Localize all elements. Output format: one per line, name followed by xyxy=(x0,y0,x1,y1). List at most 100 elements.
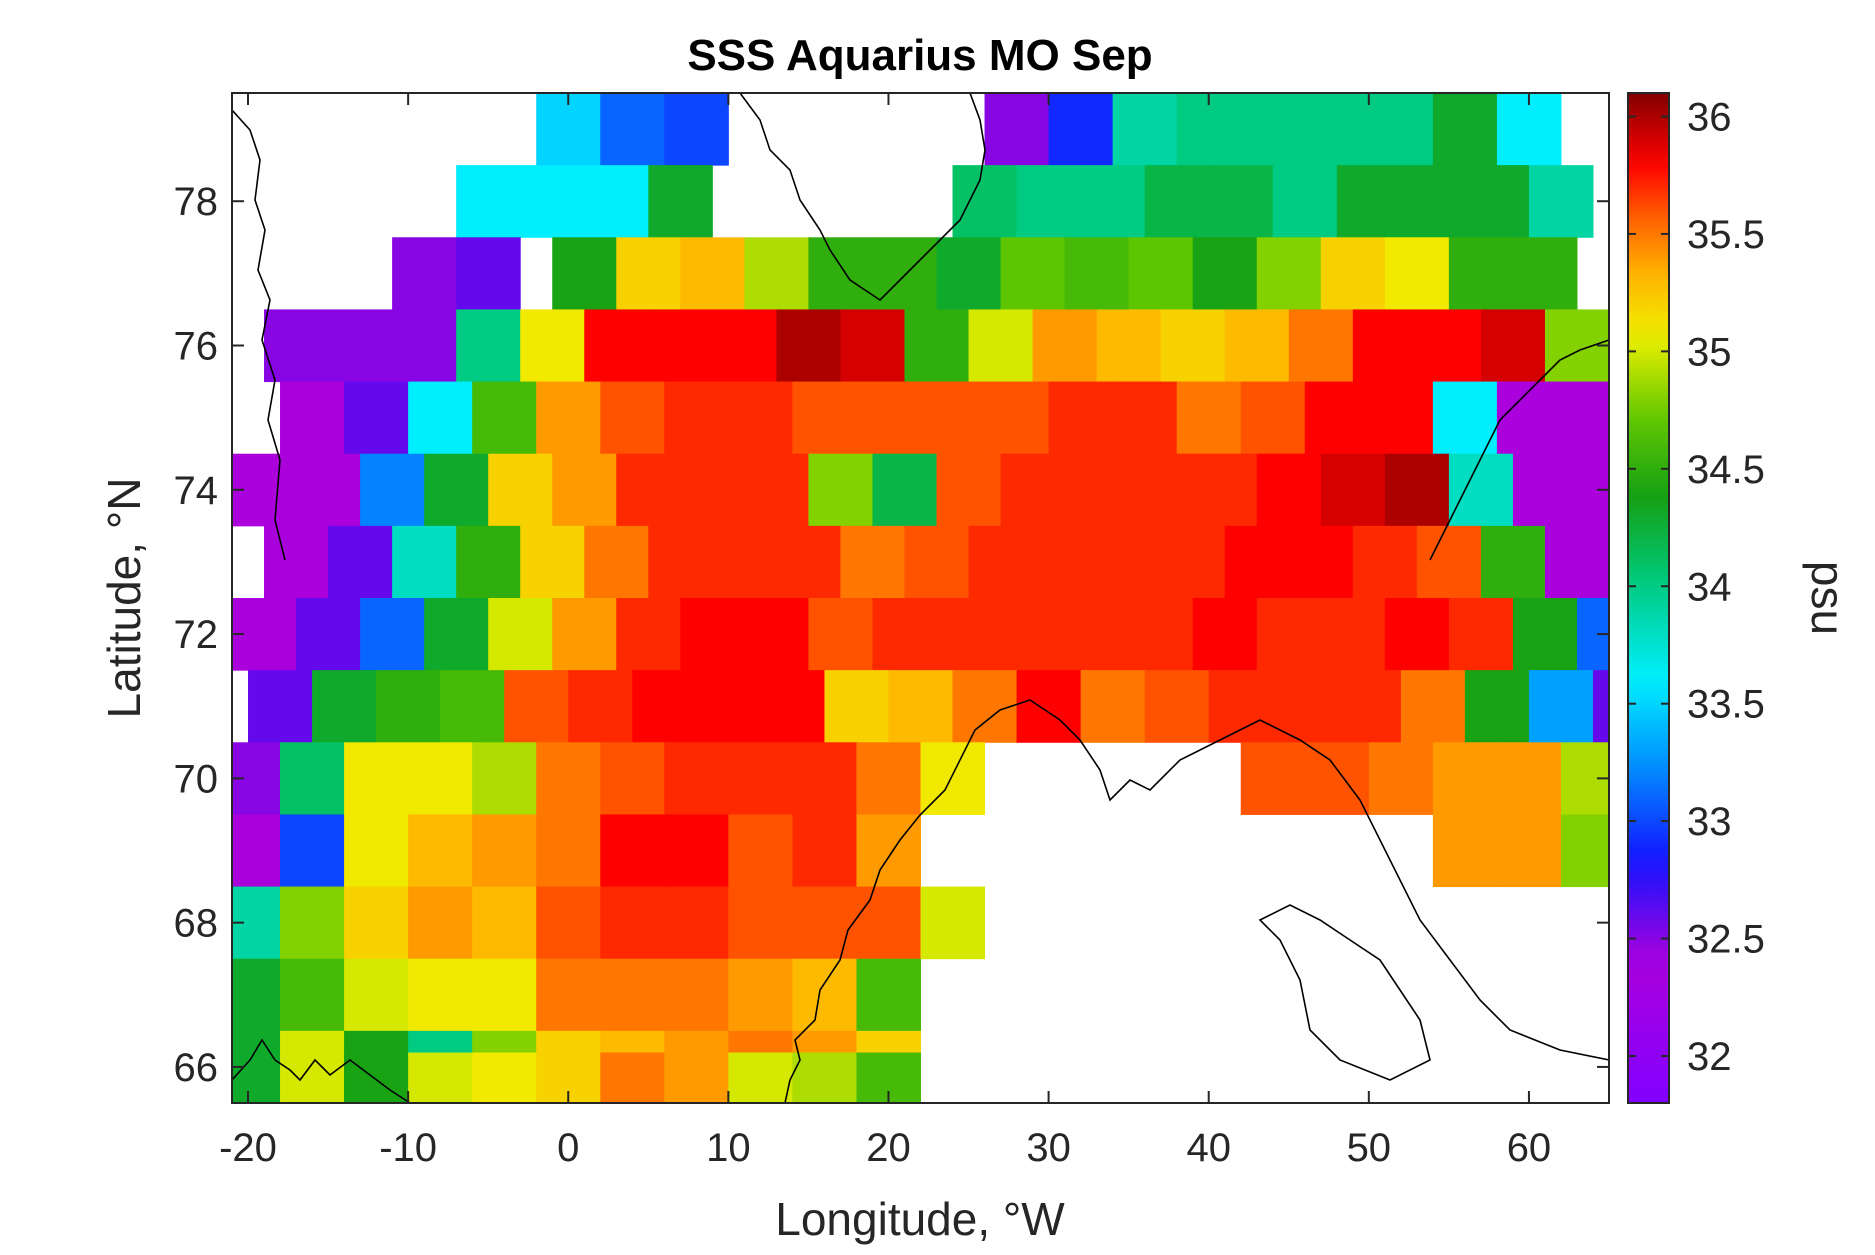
heatmap-cell xyxy=(792,381,857,455)
heatmap-cell xyxy=(1288,525,1354,599)
heatmap-cell xyxy=(408,958,473,1032)
y-tick-label: 70 xyxy=(174,757,219,801)
chart-title: SSS Aquarius MO Sep xyxy=(687,31,1152,80)
heatmap-cell xyxy=(1432,814,1498,888)
heatmap-cell xyxy=(344,958,409,1032)
heatmap-cell xyxy=(552,237,617,310)
heatmap-cell xyxy=(600,742,665,815)
heatmap-cell xyxy=(792,958,857,1032)
x-tick-label: 50 xyxy=(1347,1126,1392,1170)
heatmap-cell xyxy=(1384,453,1450,527)
heatmap-cell xyxy=(1464,165,1530,238)
heatmap-cell xyxy=(1416,525,1482,599)
svalbard-coastline xyxy=(739,93,986,302)
colorbar-tick-label: 36 xyxy=(1687,95,1732,139)
heatmap-cell xyxy=(808,453,873,527)
heatmap-cell xyxy=(872,598,938,671)
heatmap-cell xyxy=(264,309,329,383)
heatmap-cell xyxy=(1448,598,1514,671)
heatmap-cell xyxy=(856,1052,921,1103)
heatmap-cell xyxy=(1272,670,1338,743)
heatmap-cell xyxy=(792,1052,857,1103)
heatmap-cell xyxy=(1128,598,1194,671)
heatmap-cell xyxy=(536,93,601,166)
colorbar-tick-label: 32 xyxy=(1687,1035,1732,1079)
coastlines xyxy=(232,93,1609,1103)
heatmap-cell xyxy=(760,670,825,743)
colorbar-label: psu xyxy=(1802,561,1854,635)
heatmap-cell xyxy=(1080,670,1146,743)
heatmap-cell xyxy=(856,886,921,960)
heatmap-cell xyxy=(1304,742,1370,815)
heatmap-cell xyxy=(744,598,809,671)
heatmap-cell xyxy=(1192,453,1258,527)
heatmap-cell xyxy=(280,1030,345,1103)
heatmap-cell xyxy=(392,237,457,310)
heatmap-cell xyxy=(344,886,409,960)
y-axis-ticks: 66 68 70 72 74 76 78 xyxy=(174,180,1609,1090)
heatmap-cell xyxy=(936,598,1002,671)
heatmap-cell xyxy=(1000,237,1066,310)
x-axis-ticks: -20 -10 0 10 20 30 40 50 60 xyxy=(219,93,1551,1170)
heatmap-cell xyxy=(840,525,905,599)
heatmap-cell xyxy=(392,309,457,383)
heatmap-cell xyxy=(408,1052,473,1103)
x-tick-label: 10 xyxy=(706,1126,751,1170)
heatmap-cell xyxy=(360,453,425,527)
heatmap-cell xyxy=(664,886,729,960)
heatmap-cell xyxy=(280,742,345,815)
heatmap-cell xyxy=(664,742,729,815)
heatmap-cell xyxy=(344,381,409,455)
heatmap-cell xyxy=(1320,598,1386,671)
heatmap-cell xyxy=(472,381,537,455)
heatmap-cell xyxy=(1528,670,1594,743)
heatmap-cell xyxy=(600,886,665,960)
x-axis-label: Longitude, °W xyxy=(775,1193,1065,1245)
heatmap-cell xyxy=(792,814,857,888)
heatmap-cell xyxy=(1144,165,1210,238)
colorbar-tick-label: 33.5 xyxy=(1687,683,1765,727)
heatmap-cell xyxy=(424,598,489,671)
heatmap-cell xyxy=(552,453,617,527)
heatmap-cell xyxy=(1432,742,1498,815)
colorbar-tick-label: 32.5 xyxy=(1687,918,1765,962)
heatmap-cell xyxy=(1240,742,1306,815)
heatmap-cell xyxy=(1240,93,1306,166)
heatmap-cell xyxy=(648,309,713,383)
heatmap-cell xyxy=(952,670,1018,743)
heatmap-cell xyxy=(536,381,601,455)
heatmap-cell xyxy=(1512,598,1578,671)
heatmap-cell xyxy=(648,165,713,238)
heatmap-cell xyxy=(1112,93,1178,166)
y-tick-label: 76 xyxy=(174,325,219,369)
heatmap-cell xyxy=(1208,165,1274,238)
heatmap-cell xyxy=(792,886,857,960)
heatmap-cell xyxy=(664,381,729,455)
heatmap-cell xyxy=(1560,742,1609,815)
colorbar-tick-label: 35.5 xyxy=(1687,213,1765,257)
heatmap-cell xyxy=(584,309,649,383)
heatmap-cell xyxy=(296,453,361,527)
heatmap-cell xyxy=(1160,525,1226,599)
heatmap-cell xyxy=(1352,525,1418,599)
heatmap-cell xyxy=(408,886,473,960)
heatmap-cell xyxy=(776,309,841,383)
heatmap-cell xyxy=(616,237,681,310)
heatmap-cell xyxy=(280,958,345,1032)
heatmap-cell xyxy=(248,670,313,743)
heatmap-cell xyxy=(728,742,793,815)
white-sea-coastline xyxy=(1258,904,1431,1081)
scandinavia-coastline xyxy=(784,699,1609,1103)
x-tick-label: -10 xyxy=(379,1126,437,1170)
x-tick-label: -20 xyxy=(219,1126,277,1170)
heatmap-cell xyxy=(1496,381,1562,455)
heatmap-cell xyxy=(1192,598,1258,671)
heatmap-cell xyxy=(1080,165,1146,238)
heatmap-cell xyxy=(232,742,281,815)
heatmap-cell xyxy=(856,742,921,815)
colorbar-ticks: 32 32.5 33 33.5 34 34.5 35 35.5 36 xyxy=(1628,95,1765,1079)
heatmap-cell xyxy=(1224,309,1290,383)
heatmap-cell xyxy=(1224,525,1290,599)
